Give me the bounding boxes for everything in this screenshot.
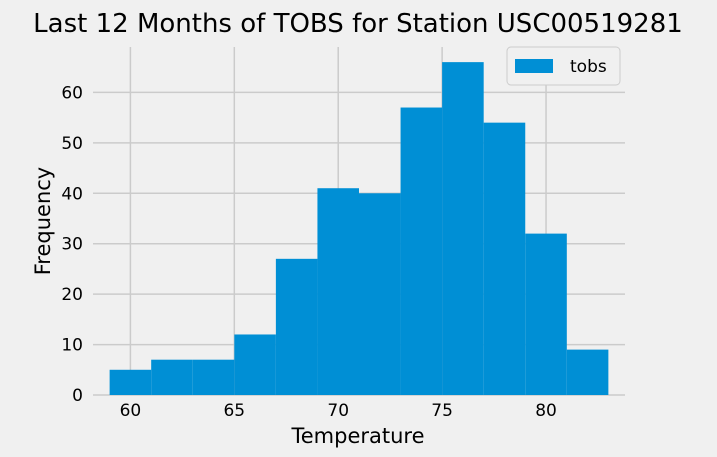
histogram-bar [483,122,526,396]
y-tick-label: 30 [61,235,83,255]
y-tick-label: 60 [61,83,83,103]
y-tick-label: 0 [72,386,83,406]
histogram-bar [234,334,276,395]
y-tick-label: 20 [61,285,83,305]
x-tick-label: 60 [120,401,142,421]
x-tick-label: 65 [223,401,245,421]
y-tick-label: 50 [61,134,83,154]
histogram-bar [442,62,484,396]
histogram-bar [192,359,235,395]
x-tick-label: 75 [431,401,453,421]
x-tick-labels: 60 65 70 75 80 [120,401,557,421]
y-tick-labels: 0 10 20 30 40 50 60 [61,83,83,406]
x-tick-label: 70 [327,401,349,421]
histogram-bar [151,359,193,395]
x-tick-label: 80 [535,401,557,421]
y-axis-label: Frequency [31,167,55,276]
histogram-bar [275,258,318,395]
legend-swatch [515,59,553,73]
histogram-bar [525,233,567,395]
y-tick-label: 40 [61,184,83,204]
legend-label: tobs [570,57,607,77]
y-tick-label: 10 [61,336,83,356]
histogram-bar [566,349,609,395]
histogram-bar [400,107,443,396]
x-axis-label: Temperature [290,424,424,448]
histogram-bar [359,193,401,395]
legend-frame [506,46,621,86]
bars-layer [109,62,609,396]
histogram-bar [109,369,152,395]
chart-title: Last 12 Months of TOBS for Station USC00… [33,9,683,39]
histogram-bar [317,188,359,395]
legend: tobs [506,46,621,86]
